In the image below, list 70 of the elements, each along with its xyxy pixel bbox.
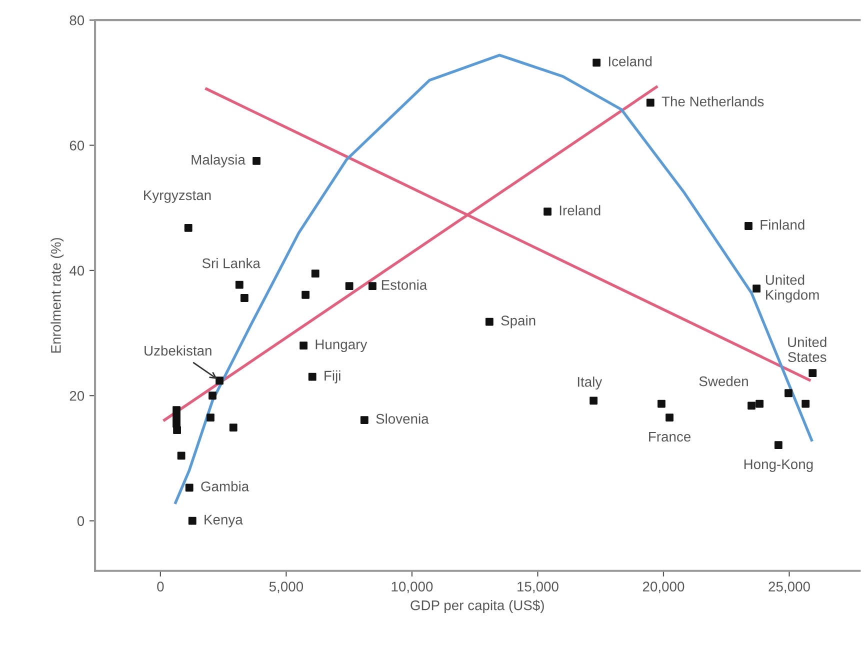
x-tick-label: 15,000 [518, 582, 558, 594]
point [345, 282, 354, 290]
point [368, 282, 376, 290]
point [658, 400, 666, 408]
point [311, 270, 320, 278]
point [173, 426, 181, 434]
point [544, 208, 552, 216]
x-tick-label: 5,000 [269, 582, 304, 594]
annotation: The Netherlands [662, 96, 764, 106]
point [590, 396, 598, 405]
point [756, 400, 764, 408]
point [774, 441, 782, 450]
annotation: United States [788, 336, 826, 362]
annotation: Fiji [324, 370, 340, 384]
point [666, 414, 674, 422]
point [784, 389, 792, 398]
annotation: Uzbekistan [144, 345, 212, 356]
annotation: Slovenia [376, 414, 429, 424]
y-tick-label: 60 [70, 140, 84, 150]
point [240, 294, 248, 302]
point [206, 414, 214, 422]
annotation: Estonia [382, 280, 428, 290]
point [235, 280, 244, 289]
annotation: Malaysia [192, 154, 246, 168]
annotation: Gambia [201, 481, 250, 492]
annotation: France [649, 432, 691, 442]
point [208, 392, 216, 400]
point [172, 406, 180, 414]
x-axis-title: GDP per capita (US$) [410, 600, 544, 613]
annotation: Spain [501, 315, 536, 328]
annotation: Ireland [560, 205, 600, 216]
y-tick-label: 20 [70, 390, 84, 401]
point [177, 452, 186, 460]
point [185, 484, 194, 492]
point [188, 516, 196, 525]
annotation: Hungary [316, 340, 368, 352]
annotation: Hong-Kong [744, 459, 813, 472]
y-axis-title: Enrolment rate (%) [50, 238, 64, 353]
point [646, 98, 654, 107]
x-tick-label: 20,000 [642, 582, 684, 594]
x-tick-label: 10,000 [392, 582, 433, 594]
point [216, 376, 224, 385]
point [802, 400, 810, 408]
annotation: Kenya [204, 514, 243, 528]
point [748, 402, 756, 410]
point [300, 342, 308, 350]
point [252, 156, 260, 165]
annotation: Kyrgyzstan [144, 190, 211, 203]
annotation: Finland [760, 220, 804, 230]
point [744, 222, 752, 230]
y-tick-label: 40 [69, 266, 84, 276]
y-tick-label: 80 [70, 15, 84, 26]
point [172, 412, 180, 421]
y-tick-label: 0 [77, 516, 84, 526]
point [229, 424, 238, 432]
annotation: Iceland [608, 56, 652, 66]
x-tick-label: 0 [157, 582, 164, 592]
point [752, 284, 761, 293]
annotation: Italy [578, 376, 602, 390]
annotation: United Kingdom [766, 274, 819, 303]
point [485, 318, 494, 326]
point [302, 290, 310, 299]
annotation: Sweden [699, 376, 748, 386]
point [592, 58, 601, 67]
point [308, 372, 316, 381]
point [184, 224, 192, 232]
point [808, 369, 817, 378]
annotation: Sri Lanka [202, 258, 260, 268]
x-tick-label: 25,000 [768, 582, 810, 594]
point [360, 416, 368, 424]
